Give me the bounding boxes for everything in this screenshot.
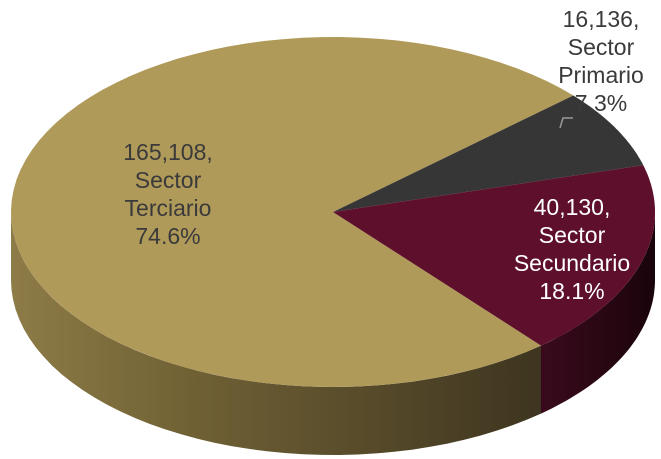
label-percent: 7.3% <box>575 90 627 116</box>
label-category: Sector <box>539 222 606 248</box>
pie-side-walls <box>11 212 655 455</box>
label-percent: 18.1% <box>539 278 604 304</box>
slice-sector-secundario <box>333 165 655 346</box>
label-sector-terciario: 165,108, Sector Terciario 74.6% <box>123 139 213 249</box>
label-category: Terciario <box>125 195 212 221</box>
side-sector-terciario <box>11 212 541 455</box>
leader-line <box>559 117 573 129</box>
label-percent: 74.6% <box>135 223 200 249</box>
label-category: Sector <box>135 167 202 193</box>
label-sector-secundario: 40,130, Sector Secundario 18.1% <box>514 194 630 304</box>
label-value: 16,136, <box>563 6 640 32</box>
label-sector-primario: 16,136, Sector Primario 7.3% <box>558 6 644 116</box>
slice-sector-primario <box>333 95 644 212</box>
label-value: 165,108, <box>123 139 213 165</box>
pie-slices <box>11 37 655 387</box>
label-category: Sector <box>568 34 635 60</box>
label-category: Secundario <box>514 250 630 276</box>
data-labels: 165,108, Sector Terciario 74.6%16,136, Secto… <box>123 6 644 304</box>
slice-sector-terciario <box>11 37 574 387</box>
label-category: Primario <box>558 62 644 88</box>
side-sector-secundario <box>541 212 655 414</box>
label-value: 40,130, <box>534 194 611 220</box>
